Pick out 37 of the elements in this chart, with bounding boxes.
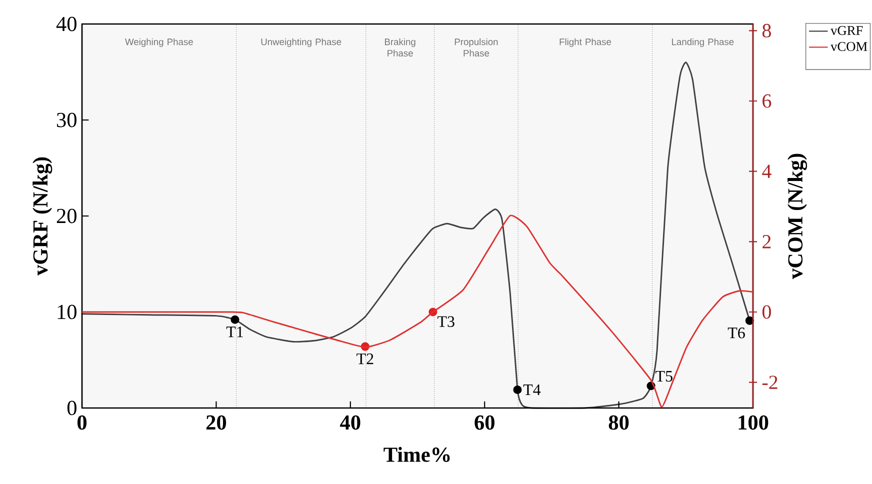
annotation: T2 [356,353,374,364]
point [513,385,522,394]
y2-tick-label: 8 [762,24,771,38]
band-label: Weighing Phase [125,38,193,48]
y-tick-label: 10 [58,304,76,320]
x-tick-label: 100 [738,415,768,430]
y2-tick-label: 0 [762,305,771,319]
x-tick-label: 40 [340,415,360,430]
y-tick-label: 0 [67,400,76,416]
x-tick-label: 20 [206,415,226,430]
x-tick-label: 60 [474,415,494,430]
y-axis-title: vGRF (N/kg) [32,157,52,276]
annotation: T4 [523,384,541,396]
x-tick-label: 80 [608,415,629,430]
point [230,315,240,324]
annotation: T6 [728,328,745,338]
y2-tick-label: -2 [762,376,778,389]
band-label: Landing Phase [672,38,734,48]
y-tick-label: 20 [56,208,76,224]
band-label: Unweighting Phase [261,38,342,48]
x-tick-label: 0 [77,415,87,430]
y-tick-label: 40 [56,16,76,32]
y2-tick-label: 4 [762,164,772,178]
annotation: T3 [437,316,454,327]
band-label: Propulsion Phase [454,38,498,56]
legend-label: vCOM [830,42,868,52]
annotation: T1 [226,326,243,338]
band-label: Flight Phase [560,38,612,48]
y2-tick-label: 2 [762,235,771,248]
y2-tick-label: 6 [762,94,772,108]
point [745,316,754,325]
y2-axis-title: vCOM (N/kg) [788,154,808,280]
band-label: Braking Phase [385,38,416,56]
x-axis-title: Time% [384,446,450,462]
legend-label: vGRF [830,26,863,36]
annotation: T5 [656,371,672,382]
y-tick-label: 30 [56,112,76,128]
